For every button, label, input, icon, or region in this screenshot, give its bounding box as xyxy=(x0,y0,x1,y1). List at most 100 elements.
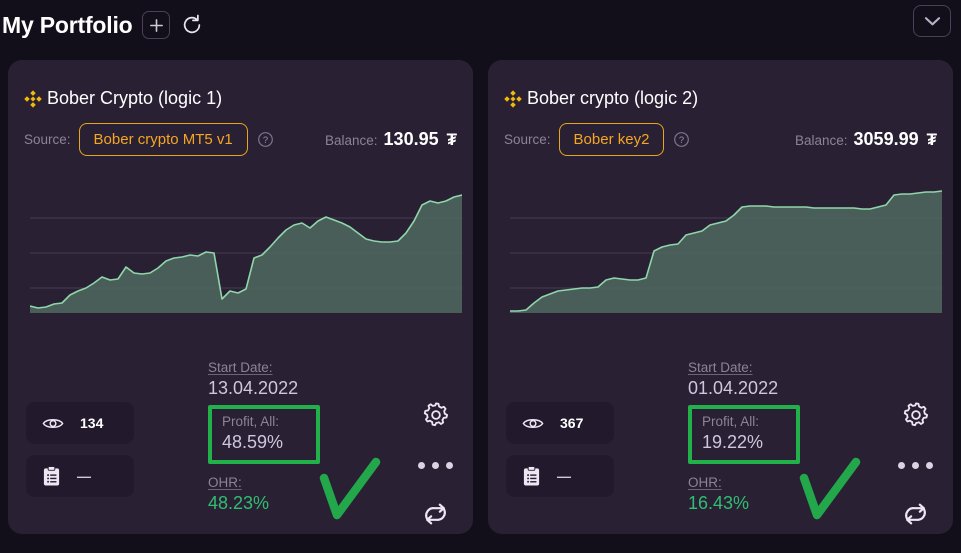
more-options-button[interactable] xyxy=(418,456,453,475)
profit-value: 48.59% xyxy=(222,432,284,452)
card-action-icons xyxy=(898,400,933,527)
balance-value: 3059.99 xyxy=(853,129,919,149)
more-dots-icon xyxy=(432,462,439,469)
profit-value: 19.22% xyxy=(702,432,764,452)
balance-currency: ₮ xyxy=(446,130,457,149)
svg-text:?: ? xyxy=(263,134,268,144)
notes-pill[interactable]: — xyxy=(26,455,134,497)
ohr-value: 16.43% xyxy=(688,493,750,513)
repeat-button[interactable] xyxy=(901,501,930,527)
notes-pill[interactable]: — xyxy=(506,455,614,497)
more-dots-icon xyxy=(418,462,425,469)
card-stats: 134 — xyxy=(8,350,473,534)
profit-highlight-box: Profit, All: 48.59% xyxy=(208,405,320,464)
more-dots-icon xyxy=(446,462,453,469)
collapse-all-button[interactable] xyxy=(913,5,951,37)
ohr-block: OHR: 16.43% xyxy=(688,475,818,514)
metric-pills: 134 — xyxy=(26,402,134,497)
refresh-button[interactable] xyxy=(178,11,206,39)
start-date-value: 01.04.2022 xyxy=(688,378,779,398)
repeat-icon xyxy=(905,503,926,525)
plus-icon xyxy=(150,18,163,32)
ohr-label: OHR: xyxy=(208,475,242,490)
refresh-icon xyxy=(184,14,201,34)
source-select-button[interactable]: Bober key2 xyxy=(558,122,665,156)
views-pill[interactable]: 134 xyxy=(26,402,134,444)
settings-button[interactable] xyxy=(901,400,931,430)
notes-value: — xyxy=(77,468,91,484)
settings-button[interactable] xyxy=(421,400,451,430)
source-help-button[interactable]: ? xyxy=(257,131,274,148)
profit-label: Profit, All: xyxy=(222,414,280,429)
binance-icon xyxy=(504,89,522,108)
key-metrics: Start Date: 01.04.2022 Profit, All: 19.2… xyxy=(688,360,818,514)
card-header: Bober crypto (logic 2) xyxy=(488,60,953,109)
question-circle-icon: ? xyxy=(257,131,273,147)
balance-currency: ₮ xyxy=(926,130,937,149)
ohr-block: OHR: 48.23% xyxy=(208,475,338,514)
chevron-down-icon xyxy=(924,17,940,26)
svg-text:?: ? xyxy=(679,134,684,144)
portfolio-card-list: Bober Crypto (logic 1) Source: Bober cry… xyxy=(8,60,953,534)
checkmark-annotation xyxy=(313,450,385,535)
equity-chart-svg xyxy=(510,188,942,313)
more-dots-icon xyxy=(926,462,933,469)
views-count: 134 xyxy=(80,415,104,431)
card-stats: 367 — xyxy=(488,350,953,534)
gear-icon xyxy=(903,402,928,427)
start-date-label: Start Date: xyxy=(688,360,753,375)
question-circle-icon: ? xyxy=(674,131,690,147)
gear-icon xyxy=(423,402,448,427)
key-metrics: Start Date: 13.04.2022 Profit, All: 48.5… xyxy=(208,360,338,514)
start-date-block: Start Date: 01.04.2022 xyxy=(688,360,818,399)
eye-icon xyxy=(522,418,544,428)
source-select-button[interactable]: Bober crypto MT5 v1 xyxy=(78,122,248,156)
more-dots-icon xyxy=(912,462,919,469)
clipboard-icon xyxy=(523,465,540,486)
binance-icon xyxy=(24,89,42,108)
equity-chart[interactable] xyxy=(30,188,462,313)
portfolio-card: Bober crypto (logic 2) Source: Bober key… xyxy=(488,60,953,534)
checkmark-annotation xyxy=(793,450,865,535)
balance-block: Balance: 130.95 ₮ xyxy=(325,129,457,150)
balance-block: Balance: 3059.99 ₮ xyxy=(795,129,937,150)
start-date-label: Start Date: xyxy=(208,360,273,375)
views-count: 367 xyxy=(560,415,584,431)
source-help-button[interactable]: ? xyxy=(673,131,690,148)
clipboard-icon xyxy=(43,465,60,486)
source-label: Source: xyxy=(24,131,71,147)
source-row: Source: Bober key2 ? Balance: 3059.99 ₮ xyxy=(488,109,953,156)
balance-label: Balance: xyxy=(325,133,378,148)
card-title: Bober Crypto (logic 1) xyxy=(47,88,223,108)
metric-pills: 367 — xyxy=(506,402,614,497)
balance-value: 130.95 xyxy=(383,129,439,149)
repeat-button[interactable] xyxy=(421,501,450,527)
eye-icon xyxy=(42,418,64,428)
checkmark-icon xyxy=(319,457,381,520)
start-date-block: Start Date: 13.04.2022 xyxy=(208,360,338,399)
views-pill[interactable]: 367 xyxy=(506,402,614,444)
repeat-icon xyxy=(425,503,446,525)
portfolio-card: Bober Crypto (logic 1) Source: Bober cry… xyxy=(8,60,473,534)
ohr-value: 48.23% xyxy=(208,493,270,513)
profit-highlight-box: Profit, All: 19.22% xyxy=(688,405,800,464)
more-dots-icon xyxy=(898,462,905,469)
equity-chart[interactable] xyxy=(510,188,942,313)
card-action-icons xyxy=(418,400,453,527)
balance-label: Balance: xyxy=(794,133,848,148)
equity-chart-svg xyxy=(30,188,462,313)
page-title: My Portfolio xyxy=(2,11,133,38)
add-portfolio-button[interactable] xyxy=(142,11,171,39)
notes-value: — xyxy=(557,468,571,484)
checkmark-icon xyxy=(799,457,861,520)
ohr-label: OHR: xyxy=(688,475,722,490)
card-title: Bober crypto (logic 2) xyxy=(527,88,699,108)
more-options-button[interactable] xyxy=(898,456,933,475)
card-header: Bober Crypto (logic 1) xyxy=(8,60,473,109)
top-bar: My Portfolio xyxy=(0,0,961,50)
source-label: Source: xyxy=(504,131,551,147)
start-date-value: 13.04.2022 xyxy=(208,378,299,398)
profit-label: Profit, All: xyxy=(702,414,760,429)
source-row: Source: Bober crypto MT5 v1 ? Balance: 1… xyxy=(8,109,473,156)
